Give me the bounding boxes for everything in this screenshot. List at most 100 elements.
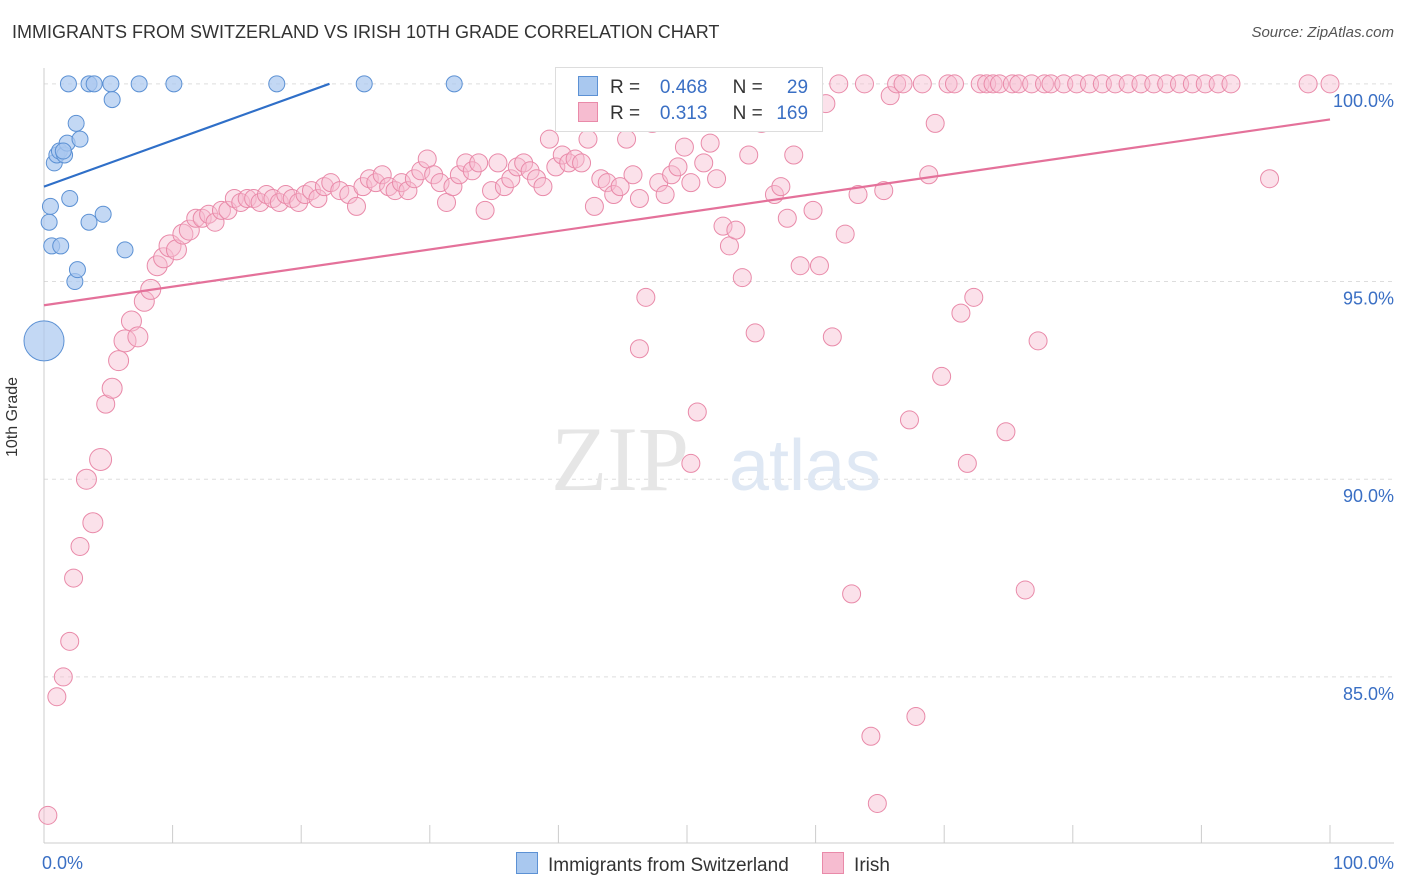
irish-point bbox=[983, 74, 1003, 94]
irish-point bbox=[674, 137, 694, 157]
switzerland-point bbox=[94, 205, 112, 223]
irish-point bbox=[165, 239, 187, 261]
irish-point bbox=[301, 181, 321, 201]
switzerland-point bbox=[61, 189, 79, 207]
irish-point bbox=[366, 173, 386, 193]
r-label: R = bbox=[610, 103, 641, 124]
switzerland-point bbox=[445, 75, 463, 93]
irish-point bbox=[951, 303, 971, 323]
switzerland-point bbox=[52, 237, 70, 255]
irish-point bbox=[874, 181, 894, 201]
irish-point bbox=[597, 173, 617, 193]
irish-point bbox=[353, 177, 373, 197]
irish-point bbox=[443, 177, 463, 197]
irish-point bbox=[1035, 74, 1055, 94]
irish-point bbox=[681, 173, 701, 193]
irish-point bbox=[462, 161, 482, 181]
irish-point bbox=[1015, 580, 1035, 600]
irish-point bbox=[1002, 74, 1022, 94]
switzerland-trend-line bbox=[43, 82, 330, 188]
stats-row-irish: R = 0.313 N = 169 bbox=[578, 102, 808, 126]
irish-point bbox=[822, 327, 842, 347]
switzerland-point bbox=[59, 75, 77, 93]
irish-point bbox=[437, 192, 457, 212]
irish-point bbox=[906, 706, 926, 726]
irish-point bbox=[861, 726, 881, 746]
y-tick-label: 90.0% bbox=[1343, 486, 1394, 506]
switzerland-point bbox=[54, 142, 72, 160]
watermark-atlas: atlas bbox=[729, 426, 881, 506]
source-label: Source: ZipAtlas.com bbox=[1251, 24, 1394, 41]
irish-point bbox=[47, 687, 67, 707]
irish-point bbox=[629, 188, 649, 208]
irish-point bbox=[957, 453, 977, 473]
irish-point bbox=[854, 74, 874, 94]
irish-point bbox=[178, 219, 200, 241]
switzerland-point bbox=[40, 213, 58, 231]
irish-point bbox=[1260, 169, 1280, 189]
irish-point bbox=[38, 805, 58, 825]
switzerland-n-value: 29 bbox=[786, 77, 809, 98]
irish-point bbox=[346, 196, 366, 216]
irish-point bbox=[475, 200, 495, 220]
irish-point bbox=[172, 223, 194, 245]
irish-n-value: 169 bbox=[776, 103, 809, 124]
irish-point bbox=[494, 177, 514, 197]
irish-point bbox=[392, 173, 412, 193]
watermark-zip: ZIP bbox=[551, 408, 689, 510]
irish-point bbox=[205, 212, 225, 232]
switzerland-point bbox=[102, 75, 120, 93]
irish-point bbox=[887, 74, 907, 94]
irish-legend-swatch bbox=[822, 852, 845, 874]
axis-labels: 100.0% 95.0% 90.0% 85.0% 0.0% 100.0% bbox=[42, 91, 1394, 873]
irish-point bbox=[1221, 74, 1241, 94]
legend-label-irish: Irish bbox=[854, 855, 890, 876]
irish-point bbox=[101, 377, 123, 399]
irish-point bbox=[739, 145, 759, 165]
irish-point bbox=[482, 181, 502, 201]
switzerland-point bbox=[67, 114, 85, 132]
irish-point bbox=[745, 323, 765, 343]
irish-point bbox=[96, 394, 116, 414]
irish-point bbox=[790, 256, 810, 276]
irish-point bbox=[70, 536, 90, 556]
irish-point bbox=[803, 200, 823, 220]
irish-point bbox=[867, 793, 887, 813]
irish-point bbox=[308, 188, 328, 208]
n-label: N = bbox=[732, 103, 763, 124]
irish-point bbox=[127, 326, 149, 348]
irish-point bbox=[784, 145, 804, 165]
stats-legend: R = 0.468 N = 29 R = 0.313 N = 169 bbox=[555, 67, 823, 132]
irish-point bbox=[732, 268, 752, 288]
switzerland-point bbox=[103, 91, 121, 109]
switzerland-point bbox=[71, 130, 89, 148]
irish-point bbox=[501, 169, 521, 189]
chart-title: IMMIGRANTS FROM SWITZERLAND VS IRISH 10T… bbox=[12, 22, 720, 42]
r-label: R = bbox=[610, 77, 641, 98]
y-tick-label: 100.0% bbox=[1333, 91, 1394, 111]
irish-point bbox=[82, 512, 104, 534]
irish-point bbox=[835, 224, 855, 244]
irish-point bbox=[1320, 74, 1340, 94]
irish-point bbox=[944, 74, 964, 94]
series-legend: Immigrants from Switzerland Irish bbox=[0, 852, 1406, 877]
irish-point bbox=[912, 74, 932, 94]
irish-point bbox=[108, 350, 130, 372]
irish-point bbox=[552, 145, 572, 165]
switzerland-point bbox=[41, 197, 59, 215]
irish-point bbox=[938, 74, 958, 94]
irish-point bbox=[694, 153, 714, 173]
irish-trend-line bbox=[43, 118, 1331, 307]
irish-point bbox=[880, 86, 900, 106]
irish-point bbox=[964, 287, 984, 307]
irish-point bbox=[1028, 331, 1048, 351]
irish-point bbox=[186, 208, 206, 228]
n-label: N = bbox=[732, 77, 763, 98]
irish-point bbox=[417, 149, 437, 169]
irish-point bbox=[719, 236, 739, 256]
x-tick-label: 0.0% bbox=[42, 853, 83, 873]
irish-point bbox=[829, 74, 849, 94]
watermark: ZIP atlas bbox=[551, 408, 881, 510]
switzerland-point bbox=[23, 320, 65, 362]
